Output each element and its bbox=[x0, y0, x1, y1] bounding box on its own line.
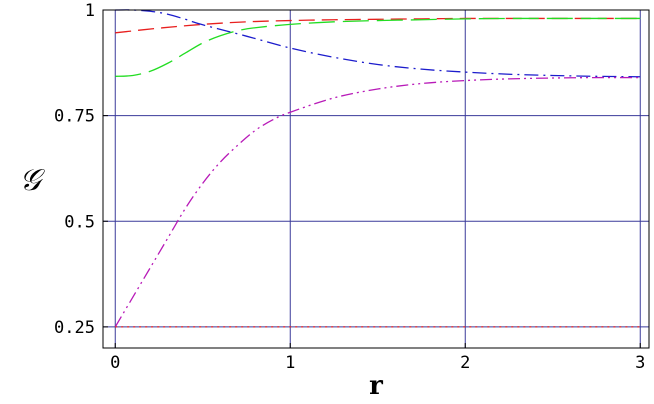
y-ticks: 0.25 0.5 0.75 1 bbox=[54, 1, 108, 338]
x-axis-label: r bbox=[369, 371, 383, 401]
y-tick-label-0: 0.25 bbox=[54, 318, 95, 338]
y-tick-label-2: 0.75 bbox=[54, 107, 95, 127]
x-tick-label-1: 1 bbox=[285, 353, 295, 373]
series-line-1 bbox=[115, 17, 641, 77]
series-line-2 bbox=[115, 9, 641, 78]
y-tick-label-3: 1 bbox=[85, 1, 95, 21]
x-ticks: 0 1 2 3 bbox=[110, 343, 645, 373]
x-tick-label-3: 3 bbox=[635, 353, 645, 373]
y-tick-label-1: 0.5 bbox=[64, 212, 95, 232]
x-tick-label-0: 0 bbox=[110, 353, 120, 373]
x-tick-label-2: 2 bbox=[460, 353, 470, 373]
series-line-3 bbox=[114, 76, 641, 328]
series-group bbox=[114, 9, 641, 328]
plot-frame bbox=[102, 9, 650, 349]
